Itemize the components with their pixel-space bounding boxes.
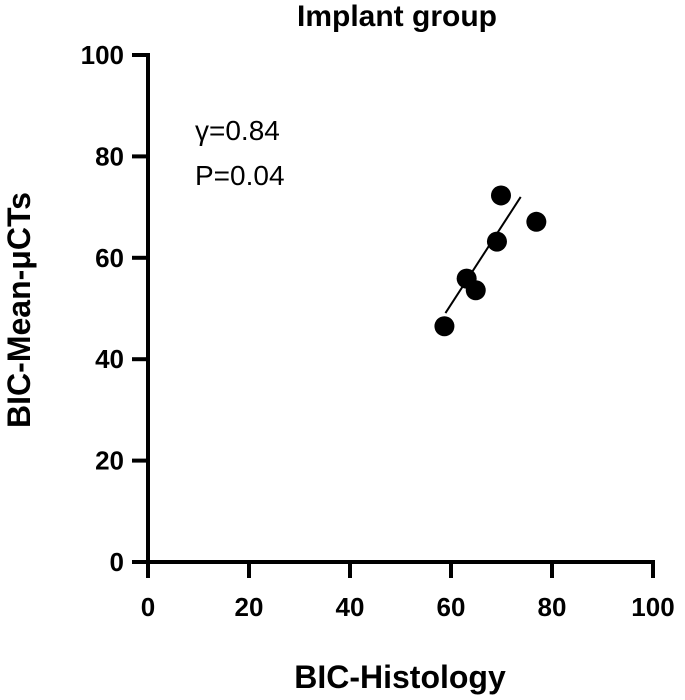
x-tick-label: 100	[631, 592, 674, 622]
y-tick-label: 100	[81, 40, 124, 70]
data-points	[434, 185, 547, 337]
y-axis-ticks: 0 20 40 60 80 100	[81, 40, 148, 577]
x-tick-label: 80	[538, 592, 567, 622]
y-tick-label: 40	[95, 344, 124, 374]
plot-axes	[146, 53, 655, 564]
x-axis-ticks: 0 20 40 60 80 100	[141, 562, 675, 622]
y-tick-label: 60	[95, 243, 124, 273]
data-point	[490, 185, 511, 206]
regression-line	[444, 196, 522, 314]
data-point	[526, 211, 547, 232]
correlation-label: γ=0.84	[195, 115, 280, 146]
data-point	[465, 280, 486, 301]
y-tick-label: 20	[95, 446, 124, 476]
data-point	[434, 316, 455, 337]
chart-title: Implant group	[297, 0, 497, 33]
y-tick-label: 80	[95, 141, 124, 171]
x-axis-title: BIC-Histology	[294, 659, 506, 695]
x-tick-label: 20	[235, 592, 264, 622]
x-tick-label: 0	[141, 592, 155, 622]
x-tick-label: 60	[437, 592, 466, 622]
x-tick-label: 40	[336, 592, 365, 622]
y-axis-title: BIC-Mean-μCTs	[1, 192, 37, 428]
p-value-label: P=0.04	[195, 160, 285, 191]
data-point	[486, 231, 507, 252]
y-tick-label: 0	[110, 547, 124, 577]
